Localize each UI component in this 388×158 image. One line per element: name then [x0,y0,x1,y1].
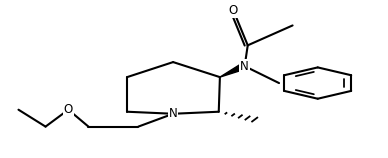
Text: N: N [169,107,177,120]
Text: N: N [240,60,249,73]
Text: O: O [229,4,238,17]
Polygon shape [220,64,249,77]
Text: O: O [64,103,73,116]
